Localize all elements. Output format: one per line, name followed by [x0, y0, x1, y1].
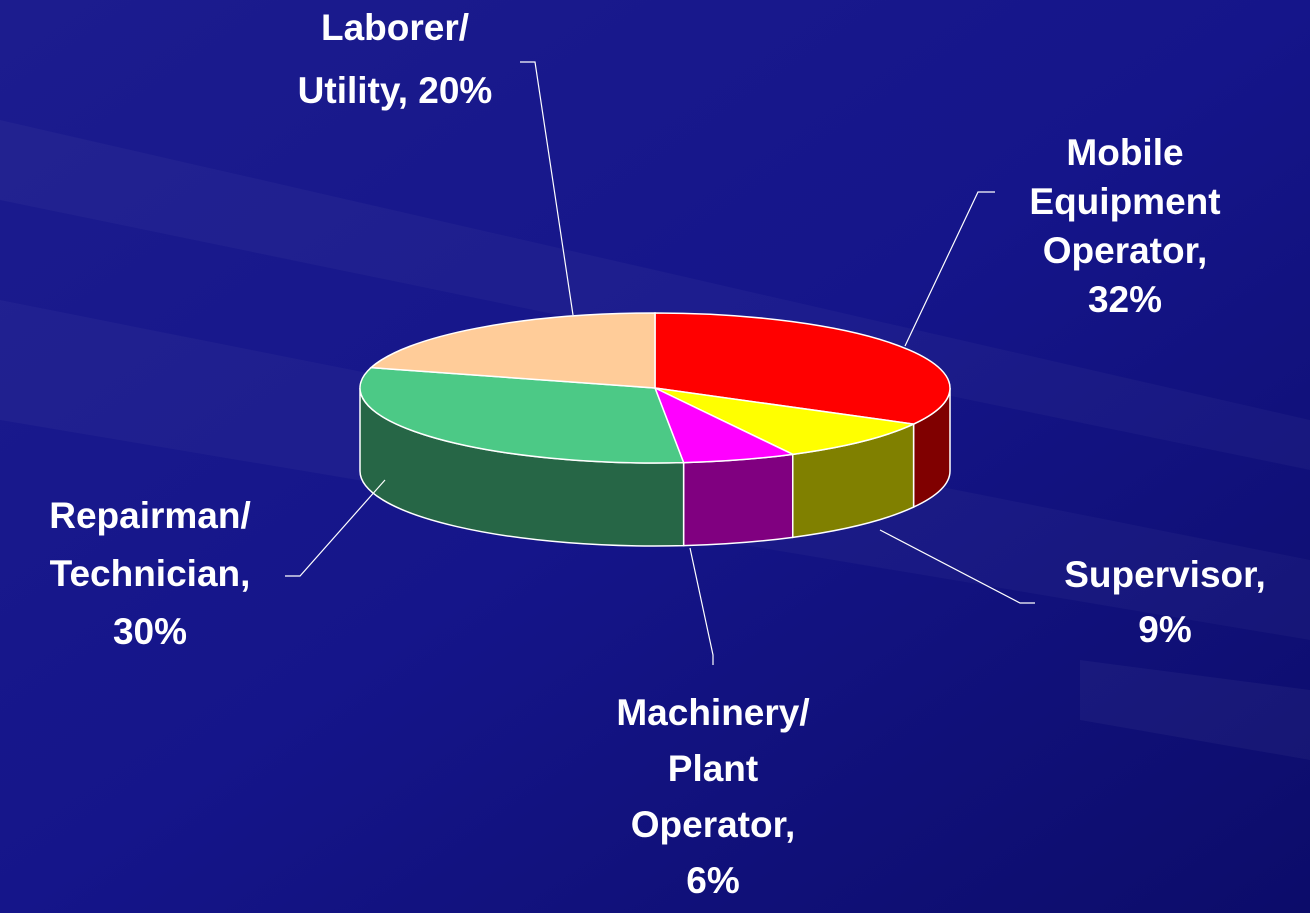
data-label: Repairman/Technician, 30%	[49, 495, 251, 652]
leader-line	[285, 479, 386, 577]
label-line: Plant	[668, 748, 758, 789]
label-line: Mobile	[1066, 132, 1183, 173]
data-label: Supervisor, 9%	[1064, 554, 1266, 650]
label-line: 32%	[1088, 279, 1162, 320]
label-line: Operator,	[1043, 230, 1208, 271]
data-label: Machinery/Plant Operator, 6%	[616, 692, 809, 901]
slice	[359, 366, 685, 464]
slice	[653, 386, 796, 464]
label-line: Repairman/	[49, 495, 251, 536]
label-line: Equipment	[1029, 181, 1220, 222]
background-streak	[1080, 660, 1310, 760]
label-line: Laborer/	[321, 7, 469, 48]
label-line: 6%	[686, 860, 739, 901]
labels: Mobile Equipment Operator, 32% Supervisor, 9%…	[49, 7, 1266, 901]
leader-line	[879, 529, 1035, 604]
leader-line	[520, 61, 574, 316]
slice	[654, 387, 917, 456]
data-label: Mobile Equipment Operator, 32%	[1029, 132, 1220, 320]
slice	[654, 312, 951, 425]
label-line: 9%	[1138, 609, 1191, 650]
leader-line	[689, 547, 714, 665]
data-label: Laborer/Utility, 20%	[298, 7, 493, 111]
label-line: Technician,	[50, 553, 251, 594]
pie-tops	[359, 312, 951, 464]
leader-line	[904, 191, 995, 347]
label-line: Utility, 20%	[298, 70, 493, 111]
label-line: Supervisor,	[1064, 554, 1266, 595]
label-line: Machinery/	[616, 692, 809, 733]
label-line: 30%	[113, 611, 187, 652]
label-line: Operator,	[631, 804, 796, 845]
slice	[369, 312, 656, 389]
slice-side	[682, 453, 794, 547]
